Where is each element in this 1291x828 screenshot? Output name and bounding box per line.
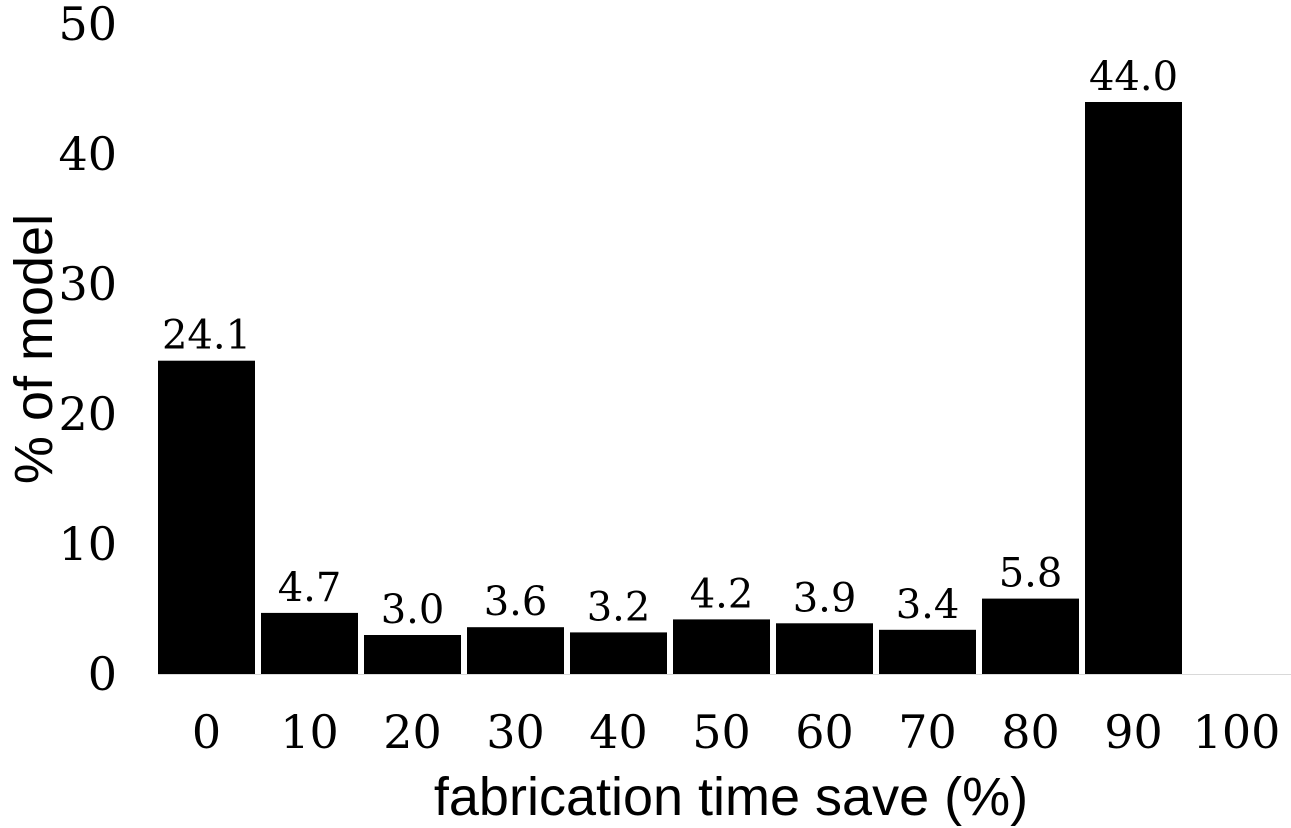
y-tick-label: 50 [58, 0, 117, 51]
data-label: 4.7 [278, 565, 342, 611]
x-tick-label: 50 [692, 705, 751, 759]
y-tick-labels: 0 10 20 30 40 50 [58, 0, 117, 701]
data-labels-layer: 24.1 4.7 3.0 3.6 3.2 4.2 3.9 3.4 5.8 44.0 [162, 54, 1178, 633]
x-tick-label: 0 [192, 705, 221, 759]
x-tick-label: 70 [898, 705, 957, 759]
bar [879, 629, 976, 674]
data-label: 3.4 [896, 582, 960, 628]
bar [570, 632, 667, 674]
bar [982, 598, 1079, 674]
x-tick-label: 90 [1104, 705, 1163, 759]
data-label: 4.2 [690, 571, 754, 617]
x-tick-labels: 0 10 20 30 40 50 60 70 80 90 100 [192, 705, 1281, 759]
bar [364, 635, 461, 674]
x-tick-label: 80 [1001, 705, 1060, 759]
data-label: 3.6 [484, 579, 548, 625]
y-tick-label: 10 [58, 517, 117, 571]
x-tick-label: 60 [795, 705, 854, 759]
bar [261, 612, 358, 674]
bar [467, 627, 564, 674]
y-tick-label: 30 [58, 257, 117, 311]
bar [1085, 102, 1182, 674]
y-tick-label: 0 [88, 647, 117, 701]
bars-layer [158, 102, 1182, 674]
x-tick-label: 100 [1193, 705, 1281, 759]
bar [673, 619, 770, 674]
data-label: 24.1 [162, 313, 251, 359]
bar [158, 360, 255, 674]
data-label: 44.0 [1089, 54, 1178, 100]
data-label: 3.0 [381, 587, 445, 633]
data-label: 5.8 [999, 551, 1063, 597]
x-tick-label: 10 [280, 705, 339, 759]
bar [776, 623, 873, 674]
x-tick-label: 20 [383, 705, 442, 759]
x-axis-title: fabrication time save (%) [434, 767, 1028, 827]
y-tick-label: 40 [58, 127, 117, 181]
data-label: 3.9 [793, 575, 857, 621]
data-label: 3.2 [587, 584, 651, 630]
x-tick-label: 40 [589, 705, 648, 759]
x-tick-label: 30 [486, 705, 545, 759]
y-tick-label: 20 [58, 387, 117, 441]
y-axis-title: % of model [4, 214, 64, 484]
